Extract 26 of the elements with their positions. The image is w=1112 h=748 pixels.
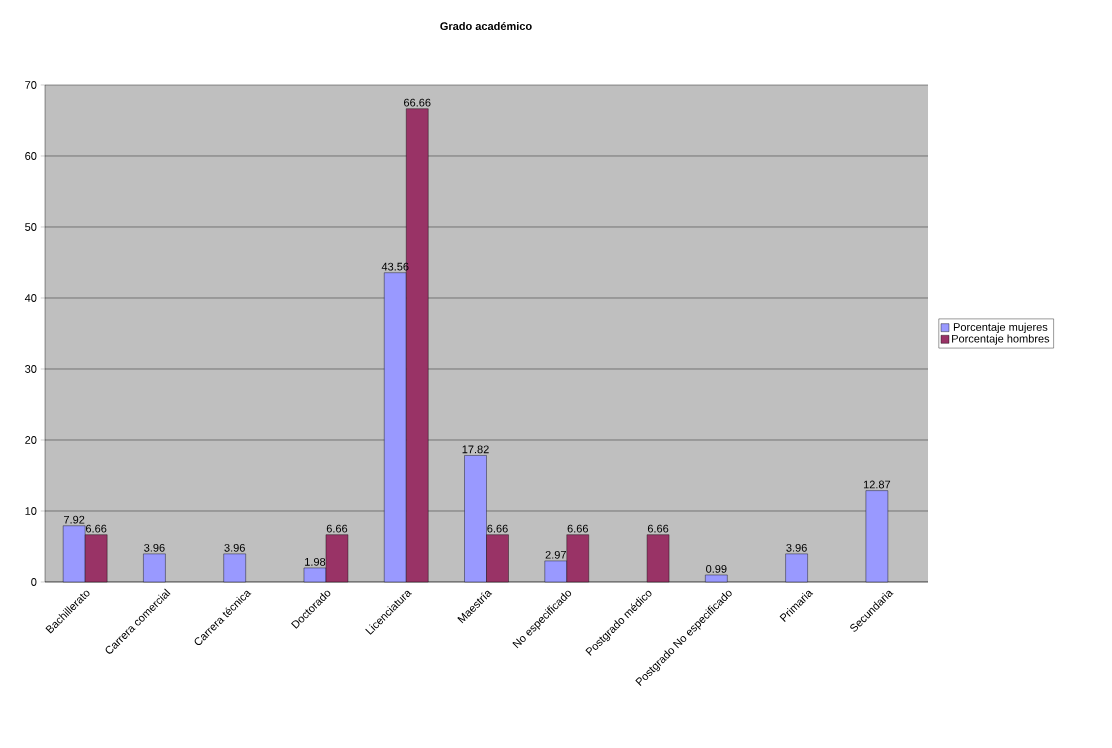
data-label: 7.92 <box>64 515 85 524</box>
chart-title: Grado académico <box>440 21 532 31</box>
data-label: 66.66 <box>404 98 431 107</box>
y-tick-label: 50 <box>25 223 37 231</box>
data-label: 6.66 <box>647 524 669 533</box>
y-tick-label: 20 <box>25 436 37 444</box>
legend-label: Porcentaje hombres <box>952 334 1050 345</box>
data-label: 2.97 <box>545 550 566 559</box>
legend-label: Porcentaje mujeres <box>953 322 1048 334</box>
y-tick-label: 0 <box>31 578 37 586</box>
data-label: 12.87 <box>863 480 891 489</box>
y-tick-label: 40 <box>24 294 37 302</box>
y-tick-label: 60 <box>25 152 37 160</box>
y-tick-label: 10 <box>25 507 37 515</box>
y-tick-label: 30 <box>25 365 37 373</box>
data-label: 6.66 <box>326 524 348 533</box>
data-label: 1.98 <box>305 557 326 566</box>
data-label: 3.96 <box>224 543 245 552</box>
data-label: 3.96 <box>786 543 807 552</box>
data-label: 0.99 <box>706 564 727 573</box>
data-label: 6.66 <box>86 524 107 533</box>
data-label: 6.66 <box>487 524 508 533</box>
data-label: 3.96 <box>144 543 165 552</box>
y-tick-label: 70 <box>25 81 37 89</box>
data-label: 6.66 <box>567 524 589 533</box>
data-label: 17.82 <box>462 445 489 454</box>
